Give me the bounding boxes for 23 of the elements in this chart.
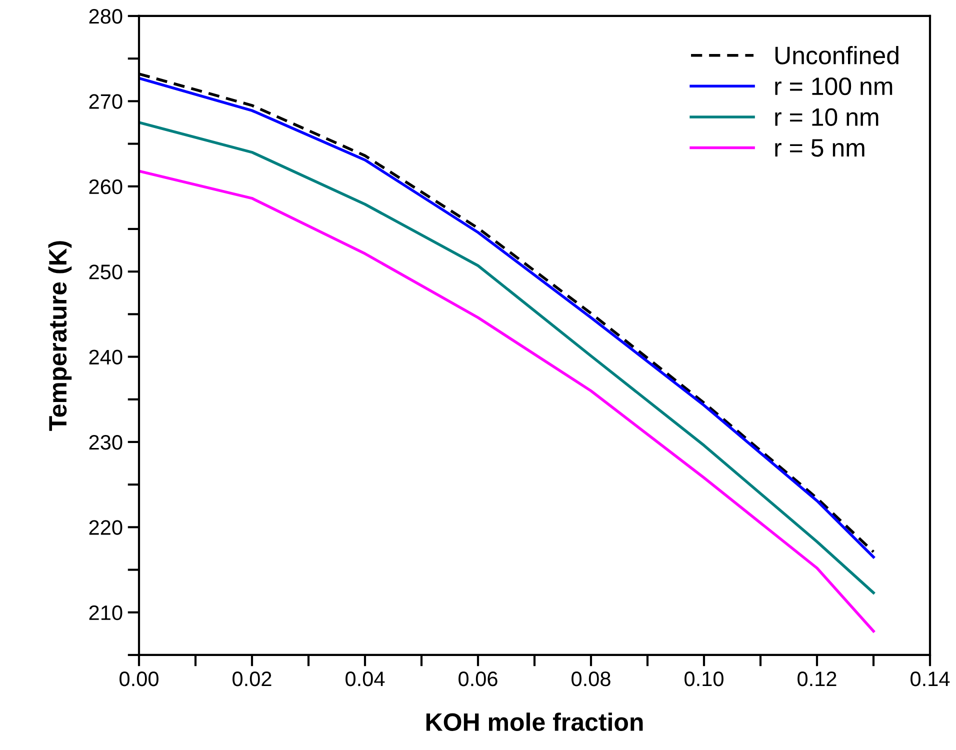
x-tick-label: 0.14 <box>910 671 950 686</box>
x-tick-label: 0.12 <box>798 671 836 686</box>
line-series <box>139 170 875 633</box>
legend-label: r = 100 nm <box>775 77 892 96</box>
x-tick-label: 0.02 <box>232 671 272 686</box>
y-tick-label: 260 <box>89 179 122 194</box>
y-tick-label: 280 <box>89 8 122 24</box>
x-tick-label: 0.04 <box>346 671 385 686</box>
legend-label: r = 5 nm <box>775 139 864 157</box>
x-tick-label: 0.06 <box>458 671 498 686</box>
y-tick-label: 240 <box>89 350 122 365</box>
y-axis-title: Temperature (K) <box>48 241 72 431</box>
y-tick-label: 210 <box>89 605 122 620</box>
legend-label: r = 10 nm <box>775 108 878 126</box>
y-tick-label: 230 <box>89 434 122 450</box>
x-tick-label: 0.10 <box>684 671 724 686</box>
y-tick-label: 250 <box>89 264 122 280</box>
y-tick-label: 220 <box>89 520 122 535</box>
x-tick-label: 0.08 <box>572 671 610 686</box>
x-axis-title: KOH mole fraction <box>426 712 643 731</box>
y-tick-label: 270 <box>89 94 122 109</box>
legend-label: Unconfined <box>775 46 898 64</box>
x-tick-label: 0.00 <box>120 671 158 686</box>
